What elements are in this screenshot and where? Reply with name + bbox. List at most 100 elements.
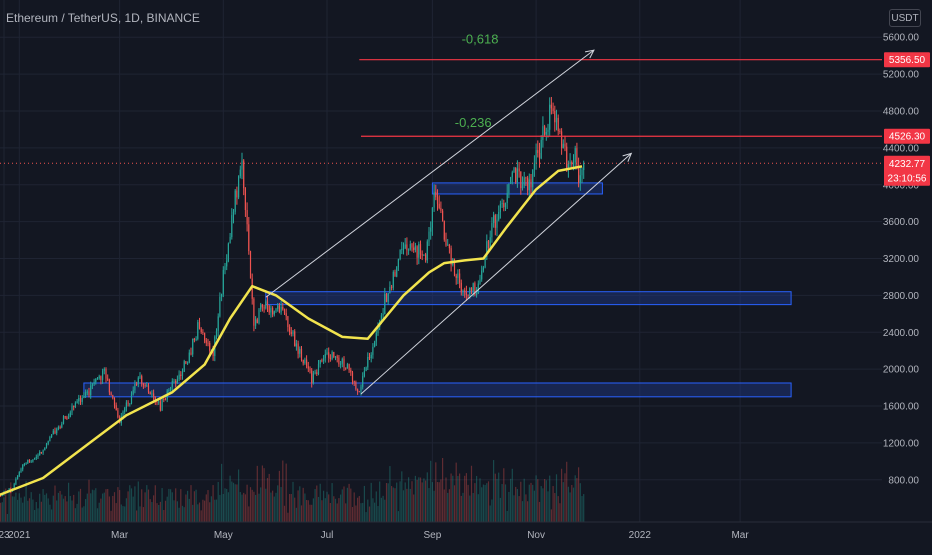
volume-bar (578, 467, 580, 522)
support-zone[interactable] (265, 291, 792, 306)
candle-body (98, 376, 100, 379)
volume-bar (408, 477, 410, 522)
candle-body (547, 129, 549, 132)
candle-body (266, 301, 269, 306)
candle-body (66, 417, 68, 419)
candle-body (542, 126, 544, 140)
volume-bar (467, 484, 469, 522)
volume-bar (130, 488, 133, 522)
candle-body (387, 293, 389, 302)
volume-bars (0, 458, 585, 522)
currency-button[interactable]: USDT (889, 9, 921, 27)
candle-body (105, 369, 107, 379)
volume-bar (566, 461, 568, 522)
volume-bar (370, 482, 372, 522)
volume-bar (334, 498, 337, 522)
candle-body (30, 461, 32, 463)
volume-bar (321, 500, 323, 522)
candle-body (385, 294, 388, 302)
trend-line[interactable] (265, 49, 595, 298)
volume-bar (32, 499, 34, 522)
drawings[interactable]: -0,618 -0,236 (0, 32, 882, 395)
volume-bar (13, 496, 15, 522)
candle-body (231, 215, 233, 238)
candle-body (425, 254, 427, 261)
support-zones[interactable] (83, 182, 792, 398)
price-tick-label: 800.00 (888, 475, 919, 486)
candle-body (161, 399, 163, 411)
candle-body (525, 177, 527, 179)
volume-bar (496, 478, 498, 522)
candle-body (486, 241, 488, 258)
volume-bar (564, 473, 566, 522)
candle-body (380, 315, 382, 321)
volume-bar (380, 497, 382, 522)
candle-body (448, 244, 450, 249)
volume-bar (375, 491, 377, 522)
volume-bar (377, 506, 379, 522)
candle-body (180, 374, 182, 376)
volume-bar (425, 480, 427, 522)
volume-bar (147, 489, 150, 522)
volume-bar (6, 513, 8, 522)
volume-bar (290, 494, 292, 522)
candle-body (95, 378, 97, 383)
volume-bar (363, 485, 365, 522)
volume-bar (416, 479, 418, 522)
volume-bar (141, 489, 143, 522)
volume-bar (368, 506, 371, 522)
candle-body (557, 117, 559, 131)
volume-bar (385, 482, 388, 522)
candle-body (202, 331, 204, 333)
volume-bar (164, 500, 167, 522)
candle-body (583, 163, 585, 171)
volume-bar (95, 488, 97, 522)
time-tick-label: Nov (527, 530, 545, 541)
candle-body (23, 463, 25, 465)
candle-body (362, 376, 364, 387)
volume-bar (217, 481, 219, 522)
volume-bar (268, 473, 270, 522)
volume-bar (132, 496, 134, 522)
volume-bar (399, 481, 401, 522)
volume-bar (542, 488, 544, 522)
candle-body (156, 401, 158, 403)
volume-bar (406, 488, 408, 522)
volume-bar (149, 499, 151, 522)
moving-average (0, 165, 583, 497)
volume-bar (465, 473, 467, 522)
candle-body (306, 359, 308, 367)
candle-body (158, 401, 160, 403)
candle-body (353, 380, 355, 383)
volume-bar (307, 500, 309, 522)
candle-body (397, 259, 399, 268)
volume-bar (413, 494, 415, 522)
volume-bar (311, 504, 313, 522)
price-tick-label: 2800.00 (883, 291, 920, 302)
volume-bar (42, 489, 44, 522)
volume-bar (52, 495, 54, 522)
candle-body (581, 170, 583, 176)
candle-body (297, 343, 299, 354)
candle-body (122, 411, 124, 417)
volume-bar (181, 505, 184, 522)
volume-bar (232, 482, 235, 522)
volume-bar (450, 473, 452, 522)
support-zone[interactable] (83, 382, 792, 398)
volume-bar (61, 494, 63, 522)
candle-body (328, 352, 330, 358)
trend-line[interactable] (360, 153, 632, 395)
candle-body (499, 203, 501, 212)
candle-body (141, 376, 143, 385)
volume-bar (258, 493, 260, 522)
volume-bar (472, 492, 474, 522)
volume-bar (561, 468, 563, 522)
price-axis[interactable]: 5600.005200.004800.004400.004000.003600.… (882, 0, 932, 550)
candle-body (516, 168, 518, 183)
candle-body (311, 370, 313, 384)
volume-bar (51, 509, 53, 522)
volume-bar (358, 496, 360, 522)
